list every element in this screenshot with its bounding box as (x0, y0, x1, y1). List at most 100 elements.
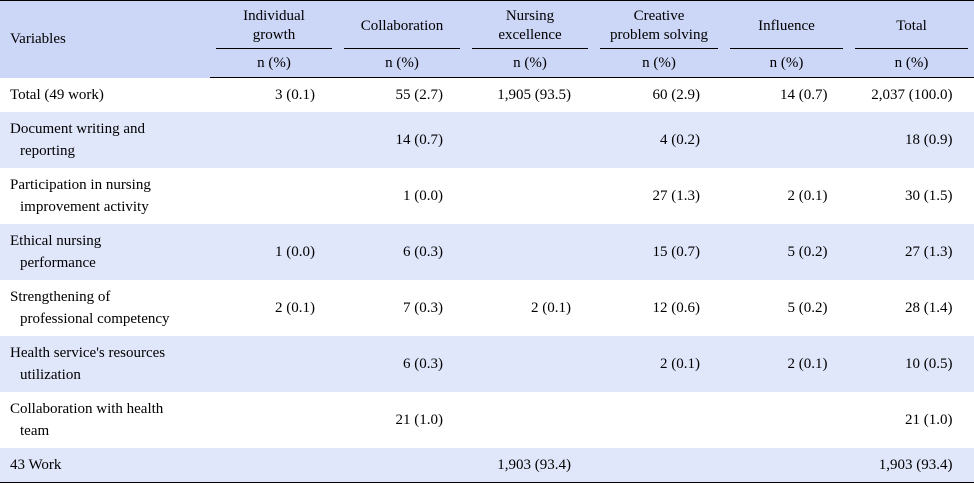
table-cell: 6 (0.3) (338, 336, 466, 392)
cell-value: 1,903 (93.4) (497, 457, 571, 473)
cell-value: 2 (0.1) (787, 188, 828, 204)
cell-value: 1,903 (93.4) (878, 457, 953, 473)
cell-value: 5 (0.2) (787, 244, 828, 260)
header-line: Influence (758, 17, 815, 34)
table-row: 43 Work 1,903 (93.4) 1,903 (93.4) (0, 448, 974, 483)
table-cell (594, 448, 724, 483)
table-cell: 27 (1.3) (849, 224, 974, 280)
table-cell: 4 (0.2) (594, 112, 724, 168)
table-cell: 12 (0.6) (594, 280, 724, 336)
row-label: Health service's resources utilization (0, 336, 210, 392)
table-cell: 1,903 (93.4) (466, 448, 594, 483)
row-label-line: Total (49 work) (10, 86, 104, 103)
table-cell: 14 (0.7) (338, 112, 466, 168)
table-cell (210, 112, 338, 168)
table-cell: 7 (0.3) (338, 280, 466, 336)
cell-value: 1,905 (93.5) (497, 87, 571, 103)
cell-value: 15 (0.7) (652, 244, 701, 260)
row-label: Strengthening of professional competency (0, 280, 210, 336)
column-header-total: Total (849, 0, 974, 49)
table-cell: 1,903 (93.4) (849, 448, 974, 483)
row-label: Collaboration with health team (0, 392, 210, 448)
row-label-line: Document writing and (10, 121, 145, 137)
cell-value: 21 (1.0) (905, 412, 953, 428)
table-cell (466, 168, 594, 224)
cell-value: 6 (0.3) (403, 356, 443, 372)
row-label-line: improvement activity (20, 199, 149, 215)
table-cell: 55 (2.7) (338, 78, 466, 113)
header-line: Creative (633, 8, 685, 24)
table-cell (724, 448, 849, 483)
cell-value: 1 (0.0) (275, 244, 315, 260)
table-cell: 6 (0.3) (338, 224, 466, 280)
unit-header: n (%) (338, 49, 466, 78)
table-cell: 1,905 (93.5) (466, 78, 594, 113)
cell-value: 30 (1.5) (905, 188, 953, 204)
table-body: Total (49 work) 3 (0.1) 55 (2.7) 1,905 (93.… (0, 78, 974, 483)
table-row: Document writing and reporting 14 (0.7) 4 (… (0, 112, 974, 168)
cell-value: 14 (0.7) (780, 87, 828, 103)
table-cell (210, 168, 338, 224)
row-label: Ethical nursing performance (0, 224, 210, 280)
table-cell: 2 (0.1) (466, 280, 594, 336)
column-header-influence: Influence (724, 0, 849, 49)
table-cell: 2 (0.1) (724, 336, 849, 392)
row-label-line: performance (20, 255, 96, 271)
cell-value: 2 (0.1) (531, 300, 571, 316)
table-cell (210, 448, 338, 483)
table-cell: 2 (0.1) (210, 280, 338, 336)
table-cell: 14 (0.7) (724, 78, 849, 113)
cell-value: 7 (0.3) (403, 300, 443, 316)
column-header-collaboration: Collaboration (338, 0, 466, 49)
row-label-line: Health service's resources (10, 345, 166, 361)
header-line: growth (252, 27, 296, 43)
table-cell: 21 (1.0) (338, 392, 466, 448)
header-line: Individual (243, 8, 305, 24)
table-row: Collaboration with health team 21 (1.0) 21 … (0, 392, 974, 448)
table-cell: 30 (1.5) (849, 168, 974, 224)
row-label-line: Collaboration with health (10, 401, 164, 417)
table-cell (466, 336, 594, 392)
table-cell (210, 392, 338, 448)
column-header-nursing-excellence: Nursing excellence (466, 0, 594, 49)
table-cell: 1 (0.0) (210, 224, 338, 280)
cell-value: 2 (0.1) (787, 356, 828, 372)
row-label: 43 Work (0, 448, 210, 483)
unit-header: n (%) (594, 49, 724, 78)
table-cell (466, 112, 594, 168)
table-row: Participation in nursing improvement acti… (0, 168, 974, 224)
table-row: Ethical nursing performance 1 (0.0) 6 (0.3)… (0, 224, 974, 280)
cell-value: 60 (2.9) (652, 87, 701, 103)
row-label-line: 43 Work (10, 457, 62, 473)
row-label: Total (49 work) (0, 78, 210, 113)
cell-value: 3 (0.1) (275, 87, 315, 103)
header-line: excellence (498, 27, 562, 43)
table-cell: 15 (0.7) (594, 224, 724, 280)
cell-value: 2,037 (100.0) (871, 87, 953, 103)
table-cell: 5 (0.2) (724, 280, 849, 336)
unit-header: n (%) (724, 49, 849, 78)
cell-value: 21 (1.0) (395, 412, 444, 428)
header-line: Total (896, 17, 927, 34)
variables-header: Variables (0, 0, 210, 78)
table-row: Total (49 work) 3 (0.1) 55 (2.7) 1,905 (93.… (0, 78, 974, 113)
column-header-creative-problem-solving: Creative problem solving (594, 0, 724, 49)
cell-value: 27 (1.3) (652, 188, 701, 204)
table-row: Health service's resources utilization 6 (… (0, 336, 974, 392)
cell-value: 1 (0.0) (403, 188, 443, 204)
unit-header: n (%) (849, 49, 974, 78)
table-cell: 60 (2.9) (594, 78, 724, 113)
column-header-individual-growth: Individual growth (210, 0, 338, 49)
cell-value: 4 (0.2) (660, 132, 700, 148)
row-label-line: Strengthening of (10, 289, 111, 305)
header-line: Nursing (505, 8, 555, 24)
row-label-line: reporting (20, 143, 75, 159)
table-row: Strengthening of professional competency 2… (0, 280, 974, 336)
row-label-line: professional competency (20, 311, 170, 327)
unit-header: n (%) (466, 49, 594, 78)
table-cell: 2,037 (100.0) (849, 78, 974, 113)
cell-value: 55 (2.7) (395, 87, 444, 103)
table-cell: 1 (0.0) (338, 168, 466, 224)
table-cell (210, 336, 338, 392)
